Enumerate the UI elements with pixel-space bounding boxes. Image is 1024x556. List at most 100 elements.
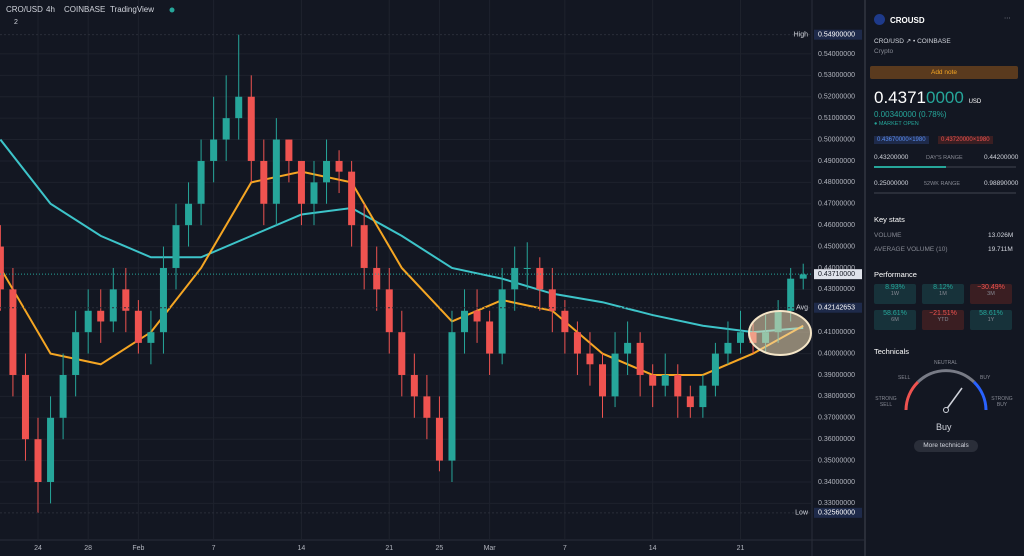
interval[interactable]: 4h [46, 5, 55, 14]
candle-body [599, 364, 607, 397]
candle-body [323, 160, 331, 183]
stat-value: 13.026M [988, 232, 1014, 239]
highlight [748, 310, 812, 356]
perf-cell: 8.12% 1M [922, 284, 964, 304]
add-note[interactable]: Add note [870, 66, 1018, 79]
moving-average [0, 138, 804, 334]
category: Crypto [874, 48, 894, 55]
price-main: 0.4371 [874, 88, 926, 107]
candle-body [59, 374, 67, 418]
price-tail: 0000 [926, 88, 964, 107]
x-tick-label: 21 [737, 545, 745, 552]
candle-body [109, 289, 117, 322]
candle-body [260, 160, 268, 204]
marker-name: High [794, 32, 809, 39]
y-tick-label: 0.44000000 [818, 265, 855, 272]
y-tick-label: 0.41000000 [818, 329, 855, 336]
section-title: Technicals [874, 347, 910, 356]
day-range-label: DAY'S RANGE [926, 155, 963, 161]
y-tick-label: 0.43000000 [818, 286, 855, 293]
y-tick-label: 0.45000000 [818, 243, 855, 250]
source: TradingView [110, 5, 154, 14]
candle-body [159, 267, 167, 333]
x-tick-label: 14 [298, 545, 306, 552]
gauge-pivot [943, 407, 949, 413]
x-tick-label: 28 [84, 545, 92, 552]
layout-count[interactable]: 2 [14, 19, 18, 26]
menu[interactable]: ⋯ [1004, 15, 1011, 22]
candle-body [172, 225, 180, 268]
gauge-label: NEUTRAL [934, 360, 958, 366]
y-tick-label: 0.35000000 [818, 457, 855, 464]
candle-body [586, 353, 594, 365]
perf-value: 58.61% [883, 310, 907, 317]
stat-label: VOLUME [874, 232, 902, 239]
more-technicals[interactable]: More technicals [914, 440, 978, 452]
stat-value: 19.711M [988, 246, 1013, 253]
candle-body [724, 342, 732, 354]
ticker: CROUSD [890, 16, 925, 25]
candle-body [34, 439, 42, 482]
candle-body [448, 332, 456, 461]
y-tick-label: 0.54000000 [818, 51, 855, 58]
gauge-arc [916, 369, 976, 384]
candle-body [423, 396, 431, 418]
candle-body [21, 374, 29, 440]
candle-body [473, 310, 481, 322]
candle-body [498, 289, 506, 354]
perf-period: YTD [937, 317, 949, 323]
x-tick-label: 14 [649, 545, 657, 552]
gauge-label: STRONG BUY [991, 396, 1013, 408]
x-tick-label: 7 [563, 545, 567, 552]
y-tick-label: 0.36000000 [818, 436, 855, 443]
y-tick-label: 0.46000000 [818, 222, 855, 229]
candle-body [147, 332, 155, 343]
candle-body [285, 139, 293, 161]
candle-body [511, 267, 519, 290]
candle-body [536, 267, 544, 290]
candle-body [247, 96, 255, 161]
marker-label: 0.42142653 [818, 305, 855, 312]
status-dot [169, 7, 175, 13]
marker-tag [814, 507, 862, 518]
section-title: Performance [874, 270, 917, 279]
perf-value: 8.93% [885, 284, 905, 291]
candle-body [360, 225, 368, 268]
candle-body [461, 310, 469, 333]
candle-body [611, 353, 619, 397]
candle-body [398, 332, 406, 375]
perf-cell: 58.61% 1Y [970, 310, 1012, 330]
candle-body [736, 332, 744, 343]
perf-period: 1M [939, 291, 947, 297]
candle-body [134, 310, 142, 343]
candle-body [197, 160, 205, 204]
candle-body [711, 353, 719, 386]
x-tick-label: Feb [132, 545, 144, 552]
candle-body [72, 332, 80, 375]
gauge-needle [945, 387, 963, 411]
y-tick-label: 0.34000000 [818, 479, 855, 486]
currency: USD [968, 99, 982, 105]
day-high: 0.44200000 [984, 154, 1019, 161]
x-tick-label: Mar [484, 545, 497, 552]
perf-value: −30.49% [977, 284, 1005, 291]
perf-cell: 8.93% 1W [874, 284, 916, 304]
candle-body [297, 160, 305, 204]
stat-label: AVERAGE VOLUME (10) [874, 246, 948, 253]
x-tick-label: 7 [212, 545, 216, 552]
candle-body [47, 417, 55, 482]
y-tick-label: 0.38000000 [818, 393, 855, 400]
candle-body [84, 310, 92, 333]
candle-body [486, 321, 494, 354]
gauge-arc [972, 380, 988, 411]
y-tick-label: 0.40000000 [818, 350, 855, 357]
candle-body [674, 374, 682, 397]
logo [874, 14, 885, 25]
y-tick-label: 0.33000000 [818, 500, 855, 507]
candle-body [222, 118, 230, 140]
y-tick-label: 0.50000000 [818, 136, 855, 143]
marker-tag [814, 29, 862, 40]
chart-bg [0, 0, 864, 556]
gauge-label: SELL [898, 375, 911, 381]
